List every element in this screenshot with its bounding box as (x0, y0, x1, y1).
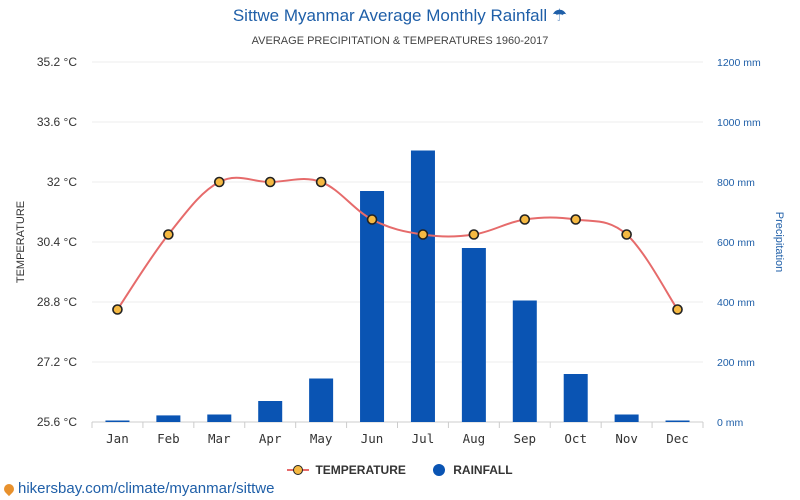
grid-lines (92, 61, 703, 423)
legend-temperature-label: TEMPERATURE (315, 463, 406, 477)
umbrella-icon: ☂ (551, 6, 568, 25)
temperature-point (570, 214, 582, 225)
x-tick-label: Mar (208, 431, 231, 446)
legend-rainfall-label: RAINFALL (453, 463, 513, 477)
chart-subtitle: AVERAGE PRECIPITATION & TEMPERATURES 196… (251, 35, 549, 47)
right-tick-label: 0 mm (717, 417, 744, 429)
left-tick-label: 30.4 °C (37, 235, 77, 249)
temperature-point (519, 214, 531, 225)
left-tick-label: 32 °C (47, 175, 77, 189)
chart-title-text: Sittwe Myanmar Average Monthly Rainfall (232, 6, 548, 25)
right-tick-label: 400 mm (717, 297, 755, 309)
rainfall-bar (258, 401, 283, 422)
right-tick-label: 800 mm (717, 177, 755, 189)
temperature-points (112, 176, 683, 315)
legend-item-rainfall[interactable]: RAINFALL (433, 463, 513, 477)
temperature-point (366, 214, 378, 225)
temperature-line-path (116, 176, 679, 311)
rainfall-bar (410, 150, 435, 422)
rainfall-bar (461, 248, 486, 422)
right-tick-label: 1200 mm (717, 57, 761, 69)
temperature-point (112, 304, 123, 315)
left-tick-label: 25.6 °C (37, 415, 77, 429)
legend-item-temperature[interactable]: TEMPERATURE (287, 463, 406, 477)
chart-title: Sittwe Myanmar Average Monthly Rainfall … (0, 6, 800, 26)
climate-chart: 35.2 °C 33.6 °C 32 °C 30.4 °C 28.8 °C 27.2 °C… (15, 55, 785, 446)
x-tick-label: Apr (259, 431, 282, 446)
x-tick-label: Sep (514, 431, 537, 446)
rainfall-bars (105, 150, 690, 422)
x-tick-label: May (310, 431, 333, 446)
rainfall-bar (207, 414, 232, 422)
x-tick-label: Nov (615, 431, 638, 446)
right-tick-label: 600 mm (717, 237, 755, 249)
x-tick-label: Aug (463, 431, 486, 446)
left-tick-label: 27.2 °C (37, 355, 77, 369)
temperature-point (672, 304, 683, 315)
temperature-point (264, 176, 276, 188)
temperature-legend-icon (287, 464, 310, 476)
rainfall-bar (105, 420, 130, 422)
x-tick-label: Jun (361, 431, 384, 446)
temperature-point (315, 176, 327, 188)
right-axis-label: Precipitation (773, 212, 785, 273)
rainfall-bar (665, 420, 690, 422)
left-tick-label: 33.6 °C (37, 115, 77, 129)
rainfall-bar (156, 415, 181, 422)
temperature-point (417, 229, 429, 240)
source-text: hikersbay.com/climate/myanmar/sittwe (18, 480, 275, 497)
rainfall-legend-icon (433, 464, 446, 476)
temperature-point (163, 229, 174, 240)
rainfall-bar (512, 300, 537, 422)
right-axis-ticks: 1200 mm 1000 mm 800 mm 600 mm 400 mm 200 mm 0 … (717, 57, 761, 429)
left-axis-label: TEMPERATURE (15, 201, 27, 283)
legend: TEMPERATURE RAINFALL (0, 463, 800, 479)
x-tick-label: Dec (666, 431, 689, 446)
left-tick-label: 35.2 °C (37, 55, 77, 69)
x-tick-label: Jan (106, 431, 129, 446)
source-link[interactable]: hikersbay.com/climate/myanmar/sittwe (1, 480, 275, 497)
rainfall-bar (309, 378, 334, 422)
x-tick-label: Oct (564, 431, 587, 446)
map-pin-icon (1, 481, 17, 496)
x-axis-ticks: Jan Feb Mar Apr May Jun Jul Aug Sep Oct Nov Dec (91, 422, 704, 446)
right-tick-label: 200 mm (717, 357, 755, 369)
rainfall-bar (360, 191, 385, 422)
left-axis-ticks: 35.2 °C 33.6 °C 32 °C 30.4 °C 28.8 °C 27.2 °C… (37, 55, 77, 429)
temperature-line (116, 176, 679, 311)
temperature-point (621, 229, 632, 240)
temperature-point (468, 229, 480, 240)
x-tick-label: Jul (412, 431, 435, 446)
right-tick-label: 1000 mm (717, 117, 761, 129)
rainfall-bar (614, 414, 639, 422)
x-tick-label: Feb (157, 431, 180, 446)
temperature-point (213, 176, 225, 188)
rainfall-bar (563, 374, 588, 422)
left-tick-label: 28.8 °C (37, 295, 77, 309)
